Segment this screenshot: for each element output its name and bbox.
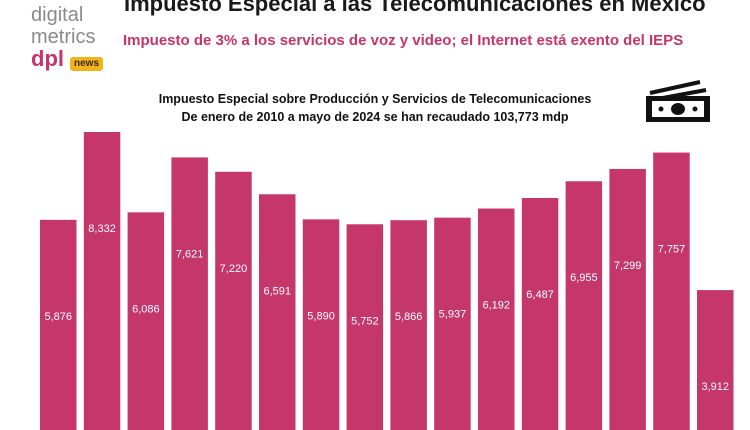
logo-metrics-text: metrics xyxy=(31,26,96,48)
bar-4 xyxy=(215,171,252,430)
bar-value-label-4: 7,220 xyxy=(220,263,248,275)
bar-0 xyxy=(40,219,77,430)
bar-value-label-5: 6,591 xyxy=(263,285,291,297)
chart-subtitle: De enero de 2010 a mayo de 2024 se han r… xyxy=(181,110,569,124)
bar-6 xyxy=(302,219,340,430)
bar-value-label-11: 6,487 xyxy=(526,289,554,301)
bar-value-label-3: 7,621 xyxy=(176,248,204,260)
bar-value-label-13: 7,299 xyxy=(614,260,642,272)
brand-logo: digital metrics dpl news xyxy=(31,2,121,74)
bar-10 xyxy=(478,208,515,430)
bar-2 xyxy=(127,212,165,430)
bar-7 xyxy=(346,224,384,430)
bar-1 xyxy=(83,132,121,430)
bar-value-label-10: 6,192 xyxy=(482,300,510,312)
bar-9 xyxy=(434,217,471,430)
bar-value-label-12: 6,955 xyxy=(570,272,598,284)
bar-11 xyxy=(521,197,559,430)
bar-5 xyxy=(259,194,296,430)
bar-value-label-14: 7,757 xyxy=(658,244,686,256)
logo-dpl-text: dpl xyxy=(31,46,64,71)
page-subtitle: Impuesto de 3% a los servicios de voz y … xyxy=(123,32,684,49)
logo-digital-text: digital xyxy=(31,4,84,26)
logo-news-badge: news xyxy=(70,57,104,71)
bar-value-label-7: 5,752 xyxy=(351,315,379,327)
bar-value-label-9: 5,937 xyxy=(439,309,467,321)
bar-value-label-8: 5,866 xyxy=(395,311,423,323)
bar-13 xyxy=(609,168,646,430)
bar-8 xyxy=(390,220,427,430)
bar-value-label-0: 5,876 xyxy=(44,311,72,323)
bar-12 xyxy=(565,181,603,430)
bar-15 xyxy=(697,290,734,430)
money-bills-icon xyxy=(646,80,710,122)
bar-14 xyxy=(653,152,690,430)
page-title: Impuesto Especial a las Telecomunicacion… xyxy=(124,0,706,16)
bar-value-label-2: 6,086 xyxy=(132,303,160,315)
bar-value-label-1: 8,332 xyxy=(88,223,116,235)
chart-title: Impuesto Especial sobre Producción y Ser… xyxy=(158,92,592,106)
bar-3 xyxy=(171,157,208,430)
bar-value-label-6: 5,890 xyxy=(307,310,335,322)
bar-value-label-15: 3,912 xyxy=(701,381,729,393)
